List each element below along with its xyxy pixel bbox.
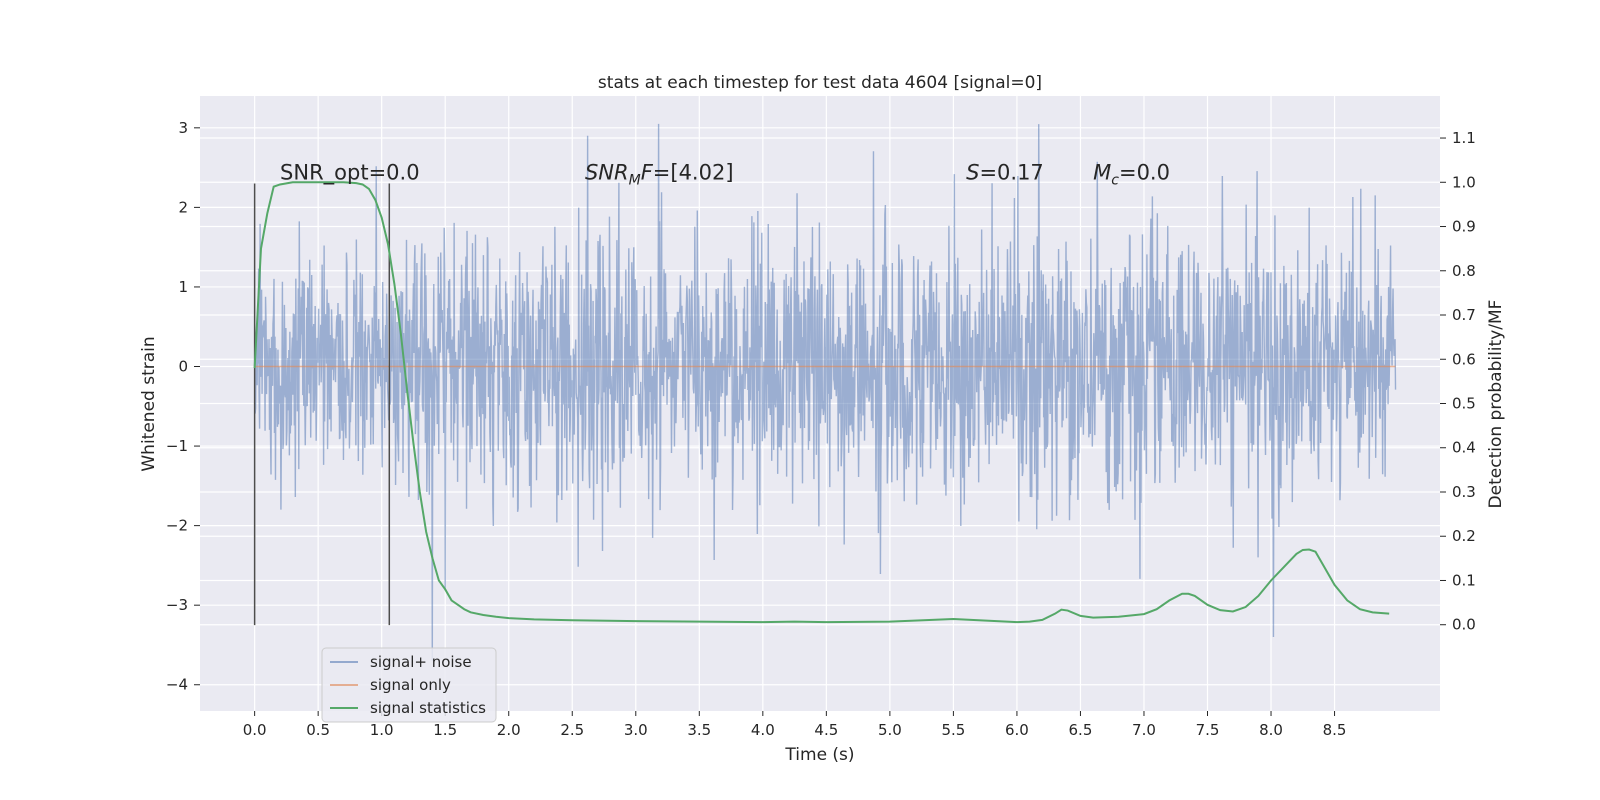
y-tick-label: −4 [166, 676, 188, 694]
x-tick-label: 7.0 [1132, 721, 1156, 739]
annotation-text: S=0.17 [966, 161, 1044, 185]
x-tick-label: 5.5 [941, 721, 965, 739]
signal-plus-noise-line [253, 123, 1397, 661]
annotation-text: Mc=0.0 [1093, 161, 1170, 189]
y2-tick-label: 1.1 [1452, 129, 1476, 147]
y2-tick-label: 1.0 [1452, 173, 1476, 191]
y2-tick-label: 0.1 [1452, 571, 1476, 589]
y2-axis-label: Detection probability/MF [1486, 300, 1506, 509]
x-tick-label: 3.0 [624, 721, 648, 739]
y2-tick-label: 0.9 [1452, 218, 1476, 236]
grid [200, 96, 1440, 711]
y2-tick-label: 0.7 [1452, 306, 1476, 324]
x-tick-label: 1.5 [433, 721, 457, 739]
y2-tick-label: 0.2 [1452, 527, 1476, 545]
y-tick-label: 0 [178, 358, 188, 376]
signal-statistics-series [253, 181, 1390, 624]
x-tick-label: 6.0 [1005, 721, 1029, 739]
y-ticks: −4 −3 −2 −1 0 1 2 3 [166, 119, 200, 694]
x-ticks: 0.0 0.5 1.0 1.5 2.0 2.5 3.0 3.5 4.0 4.5 5.0 5.5 6.0 6… [243, 711, 1347, 739]
y-tick-label: 2 [178, 198, 188, 216]
y2-ticks: 0.0 0.1 0.2 0.3 0.4 0.5 0.6 0.7 0.8 0.9 1.0 1.1 [1440, 129, 1476, 634]
x-tick-label: 0.0 [243, 721, 267, 739]
x-axis-label: Time (s) [784, 745, 854, 765]
x-tick-label: 2.0 [497, 721, 521, 739]
annotation-text: SNRMF=[4.02] [585, 161, 734, 189]
y-axis-label: Whitened strain [139, 336, 159, 471]
x-tick-label: 5.0 [878, 721, 902, 739]
annotations: SNR_opt=0.0 SNRMF=[4.02] S=0.17 Mc=0.0 [280, 161, 1170, 189]
y-tick-label: 1 [178, 278, 188, 296]
x-tick-label: 4.5 [814, 721, 838, 739]
x-tick-label: 8.0 [1259, 721, 1283, 739]
legend-label-noise: signal+ noise [370, 653, 472, 671]
legend-box [321, 647, 497, 723]
y-tick-label: −1 [166, 437, 188, 455]
x-tick-label: 6.5 [1069, 721, 1093, 739]
signal-plus-noise-series [253, 123, 1397, 661]
y-tick-label: 3 [178, 119, 188, 137]
x-tick-label: 8.5 [1323, 721, 1347, 739]
y2-tick-label: 0.8 [1452, 262, 1476, 280]
y2-tick-label: 0.0 [1452, 616, 1476, 634]
chart-title: stats at each timestep for test data 460… [598, 73, 1042, 93]
y2-tick-label: 0.5 [1452, 395, 1476, 413]
x-tick-label: 3.5 [687, 721, 711, 739]
y2-tick-label: 0.3 [1452, 483, 1476, 501]
legend-label-signal-only: signal only [370, 676, 451, 694]
x-tick-label: 7.5 [1196, 721, 1220, 739]
x-tick-label: 0.5 [306, 721, 330, 739]
y-tick-label: −2 [166, 517, 188, 535]
y-tick-label: −3 [166, 596, 188, 614]
signal-statistics-line [253, 181, 1390, 624]
y2-tick-label: 0.6 [1452, 350, 1476, 368]
annotation-text: SNR_opt=0.0 [280, 161, 420, 186]
y2-tick-label: 0.4 [1452, 439, 1476, 457]
x-tick-label: 4.0 [751, 721, 775, 739]
legend-label-statistics: signal statistics [370, 699, 486, 717]
legend: signal+ noise signal only signal statist… [321, 647, 497, 723]
x-tick-label: 1.0 [370, 721, 394, 739]
x-tick-label: 2.5 [560, 721, 584, 739]
